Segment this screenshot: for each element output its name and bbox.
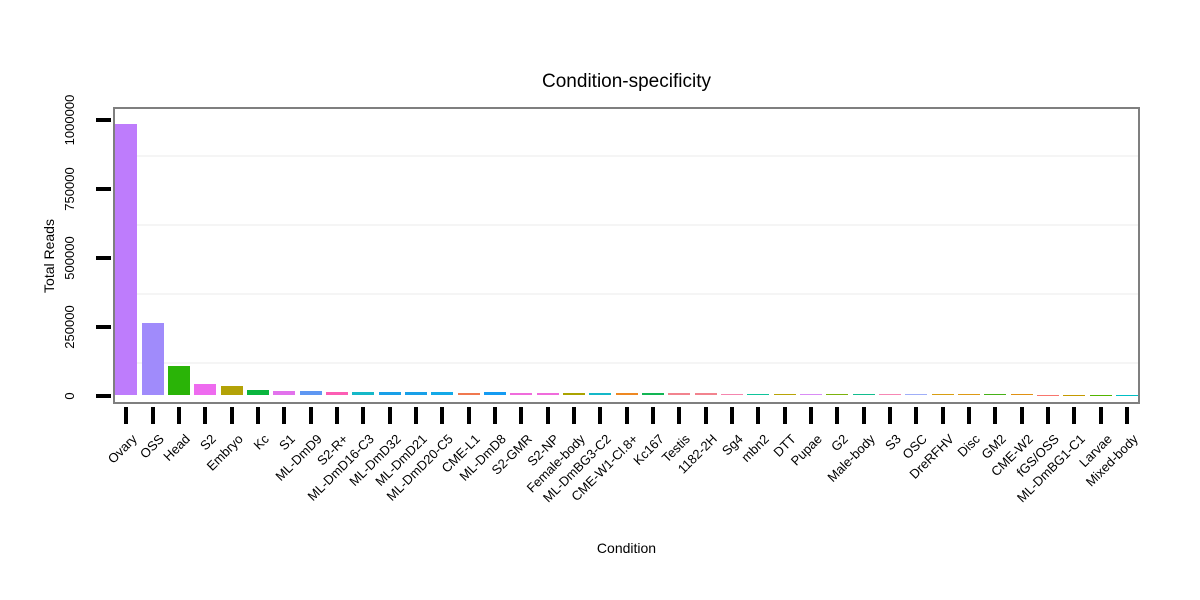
x-tick [887,407,892,424]
bar-Pupae [799,393,822,396]
bar-mbn2 [747,393,770,396]
bar-ML-DmD16-C3 [352,391,375,396]
x-tick [966,407,971,424]
x-tick [492,407,497,424]
chart-title: Condition-specificity [542,71,711,92]
x-tick [756,407,761,424]
bar-CME-W1-Cl.8+ [615,393,638,396]
x-tick [677,407,682,424]
bar-ML-DmD9 [299,391,322,396]
bar-Disc [957,394,980,396]
bar-S3 [878,393,901,396]
x-tick [914,407,919,424]
bar-Testis [668,393,691,396]
x-tick [624,407,629,424]
bar-Female-body [562,393,585,396]
x-tick [1098,407,1103,424]
x-tick [1019,407,1024,424]
bar-ML-DmD8 [483,392,506,396]
bar-DTT [773,393,796,396]
x-tick [571,407,576,424]
minor-gridline [115,224,1138,226]
x-tick [598,407,603,424]
x-tick [519,407,524,424]
x-tick [282,407,287,424]
plot-panel [113,107,1140,404]
bar-CME-W2 [1010,394,1033,396]
x-tick [808,407,813,424]
bar-Head [167,365,190,396]
y-tick-label: 1000000 [62,94,77,145]
x-tick [361,407,366,424]
x-tick [334,407,339,424]
y-tick [96,393,111,398]
bar-Embryo [220,386,243,396]
minor-gridline [115,293,1138,295]
bar-ML-DmD21 [404,392,427,396]
bar-CME-L1 [457,392,480,396]
x-tick [835,407,840,424]
bar-Kc167 [641,393,664,396]
x-tick [413,407,418,424]
x-tick [255,407,260,424]
bar-ML-DmBG3-C2 [589,393,612,396]
bar-Ovary [115,123,138,396]
y-tick [96,117,111,122]
x-tick [229,407,234,424]
bar-OSS [141,322,164,396]
minor-gridline [115,362,1138,364]
bar-GM2 [984,394,1007,396]
x-tick [1124,407,1129,424]
x-tick [440,407,445,424]
bar-DreRFHV [931,394,954,396]
bar-ML-DmD20-C5 [431,392,454,396]
bar-G2 [826,393,849,396]
x-tick [203,407,208,424]
x-tick [124,407,129,424]
y-tick [96,255,111,260]
bar-OSC [905,393,928,396]
x-tick [993,407,998,424]
x-tick [150,407,155,424]
x-tick [308,407,313,424]
bar-S2 [194,383,217,396]
x-tick [782,407,787,424]
bar-S2-GMR [510,393,533,396]
x-tick [1045,407,1050,424]
x-tick [650,407,655,424]
x-tick [545,407,550,424]
x-tick [729,407,734,424]
bar-Male-body [852,393,875,396]
x-tick [861,407,866,424]
y-axis-title: Total Reads [41,219,57,293]
x-tick [940,407,945,424]
y-tick [96,324,111,329]
x-tick [387,407,392,424]
x-tick [1072,407,1077,424]
minor-gridline [115,155,1138,157]
bar-1182-2H [694,393,717,396]
x-axis-title: Condition [596,540,657,556]
x-tick [703,407,708,424]
y-tick [96,186,111,191]
bar-Kc [246,390,269,396]
x-tick [466,407,471,424]
x-tick [176,407,181,424]
bar-ML-DmD32 [378,392,401,396]
bar-S2-NP [536,393,559,396]
bar-Sg4 [720,393,743,396]
bar-S2-R+ [325,392,348,396]
bar-S1 [273,390,296,396]
